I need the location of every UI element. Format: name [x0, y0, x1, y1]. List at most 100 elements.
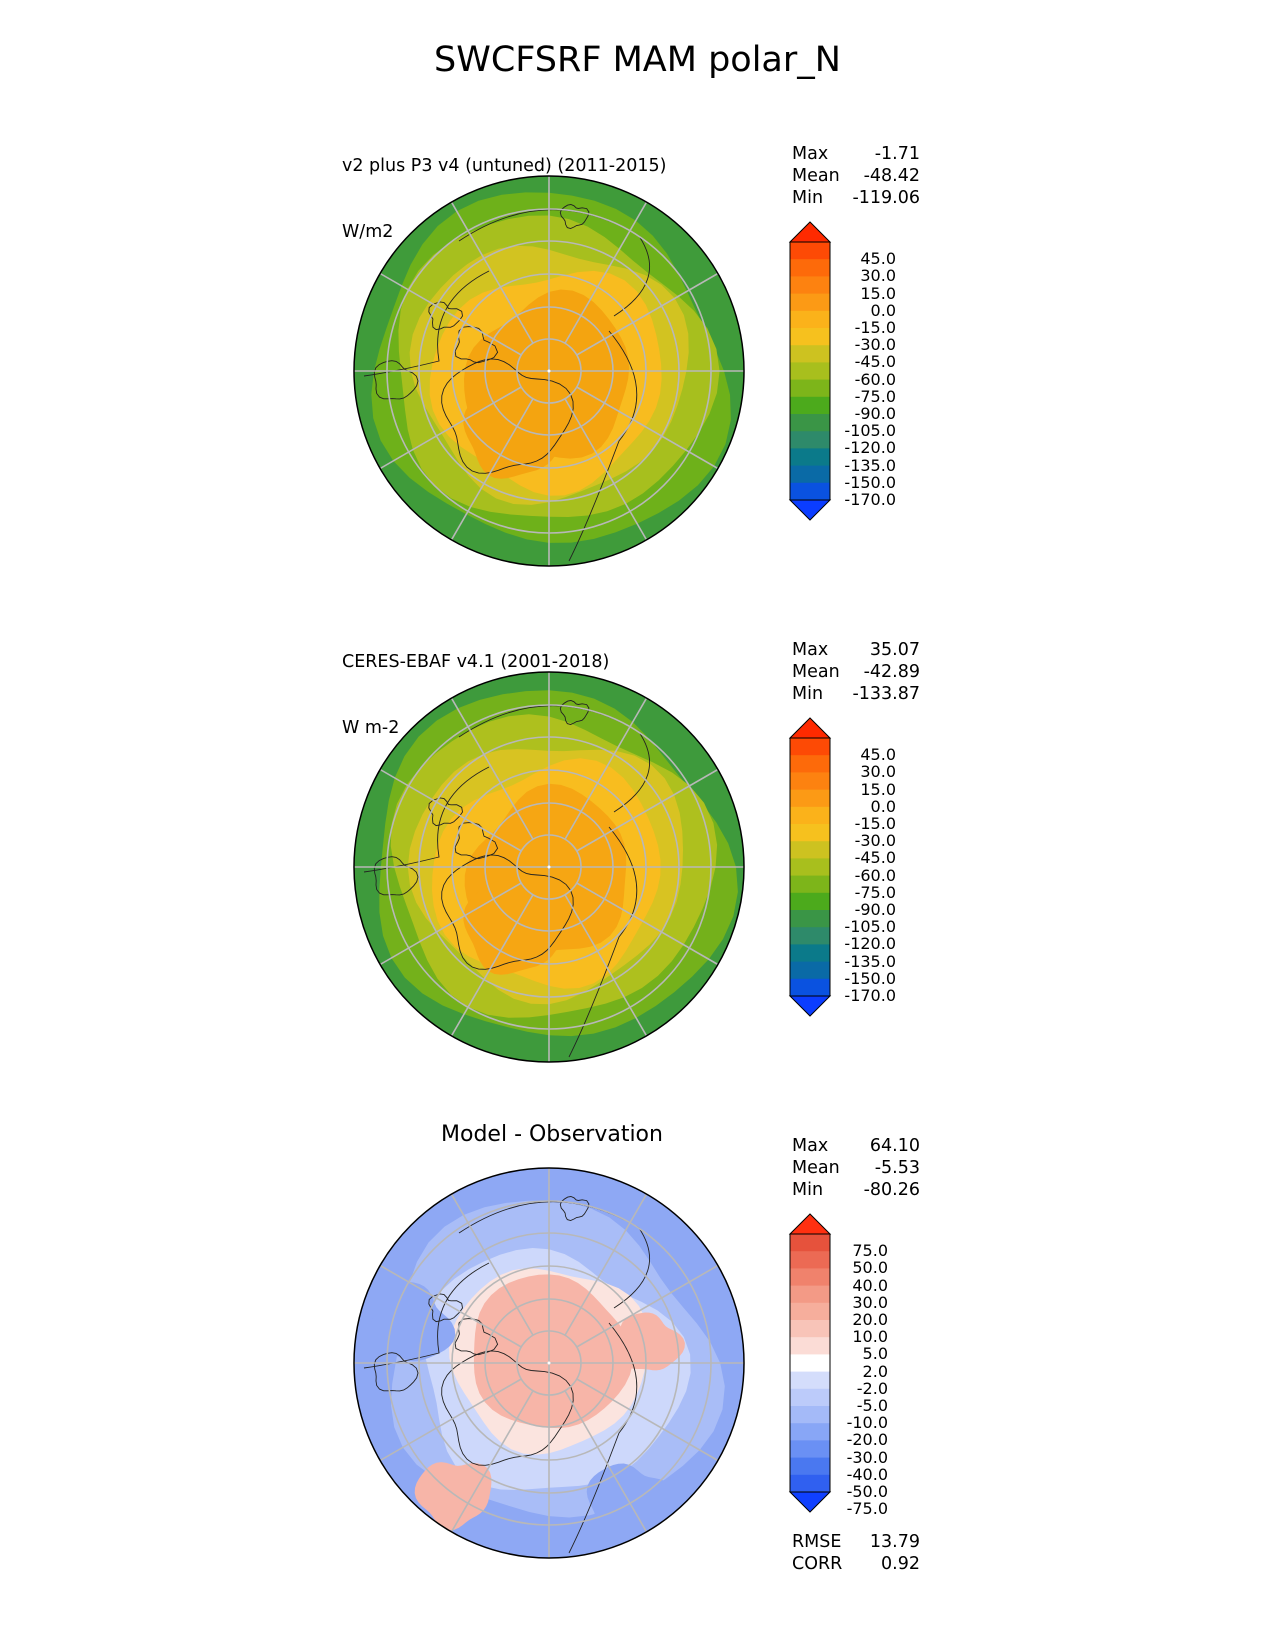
colorbar-extend-max	[788, 1213, 832, 1235]
colorbar-segment	[790, 259, 830, 277]
colorbar-tick-label: -40.0	[846, 1464, 888, 1484]
meridian-line	[448, 197, 534, 344]
map-field	[354, 672, 744, 1062]
meridian-line	[448, 894, 534, 1041]
meridian-line	[576, 270, 723, 356]
coastline-island	[559, 1196, 590, 1221]
colorbar-tick-label: 30.0	[860, 266, 896, 286]
colorbar-segment	[790, 944, 830, 963]
panel-2-title-line1: CERES-EBAF v4.1 (2001-2018)	[342, 652, 610, 672]
meridian-line	[564, 197, 650, 344]
panel-3-title: Model - Observation	[441, 1122, 663, 1147]
meridian-line	[564, 1189, 650, 1336]
colorbar-tick-label: -20.0	[846, 1430, 888, 1450]
colorbar-extend-min	[788, 1491, 832, 1513]
colorbar-segment	[790, 1440, 830, 1459]
colorbar-tick-label: 0.0	[870, 300, 896, 320]
colorbar-segment	[790, 1285, 830, 1304]
colorbar-tick-label: -50.0	[846, 1482, 888, 1501]
panel-3-polar-map	[353, 1167, 745, 1559]
colorbar-tick-label: 0.0	[870, 796, 896, 816]
stat-min-label: Min	[792, 1180, 824, 1200]
stat-mean-label: Mean	[792, 166, 840, 186]
coastline-europe	[568, 330, 638, 562]
coastline-greenland	[441, 854, 574, 970]
stat-max-value: -1.71	[874, 144, 920, 164]
colorbar-tick-label: -15.0	[854, 318, 896, 337]
colorbar-tick-label: 5.0	[862, 1344, 888, 1364]
meridian-line	[375, 882, 522, 968]
stat-mean-value: -42.89	[863, 662, 920, 682]
colorbar-segment	[790, 465, 830, 484]
colorbar-segment	[790, 892, 830, 911]
meridian-line	[448, 693, 534, 840]
colorbar-segment	[790, 1251, 830, 1269]
map-boundary	[353, 1167, 745, 1559]
colorbar-tick-label: -90.0	[854, 900, 896, 919]
colorbar-tick-label: -75.0	[854, 882, 896, 902]
coastline-europe	[568, 826, 638, 1058]
map-field	[354, 1168, 744, 1558]
meridian-line	[375, 1262, 522, 1348]
colorbar-tick-label: 75.0	[852, 1241, 888, 1261]
colorbar-segment	[790, 362, 830, 381]
panel-1-polar-map	[353, 175, 745, 567]
figure-title: SWCFSRF MAM polar_N	[434, 40, 841, 80]
colorbar-segment	[790, 824, 830, 842]
stat-min-label: Min	[792, 684, 824, 704]
meridian-line	[375, 1378, 522, 1464]
panel-3-stats: Max 64.10 Mean -5.53 Min -80.26	[792, 1135, 920, 1201]
colorbar-extend-min	[788, 995, 832, 1017]
panel-2-stats: Max 35.07 Mean -42.89 Min -133.87	[792, 639, 920, 705]
colorbar-segment	[790, 293, 830, 312]
colorbar-segment	[790, 345, 830, 363]
map-field	[354, 176, 744, 566]
colorbar-frame	[789, 737, 831, 997]
stat-max-label: Max	[792, 640, 829, 660]
coastline-canada	[363, 1262, 490, 1369]
colorbar-tick-label: -60.0	[854, 865, 896, 885]
meridian-line	[564, 894, 650, 1041]
coastline-hudson	[373, 1352, 419, 1392]
stat-max-label: Max	[792, 144, 829, 164]
colorbar-tick-label: -105.0	[844, 917, 896, 937]
colorbar-tick-label: -45.0	[854, 848, 896, 868]
meridian-line	[576, 1262, 723, 1348]
colorbar-tick-label: -75.0	[854, 386, 896, 406]
panel-2-polar-map	[353, 671, 745, 1063]
colorbar-tick-label: -10.0	[846, 1413, 888, 1433]
colorbar-segment	[790, 738, 830, 756]
colorbar-tick-label: 40.0	[852, 1275, 888, 1295]
coastline-island	[559, 700, 590, 725]
colorbar-segment	[790, 875, 830, 894]
colorbar-tick-label: 15.0	[860, 779, 896, 799]
colorbar-tick-label: -45.0	[854, 352, 896, 372]
colorbar-segment	[790, 276, 830, 295]
colorbar-tick-label: 30.0	[860, 762, 896, 782]
panel-1-title: v2 plus P3 v4 (untuned) (2011-2015) W/m2	[342, 111, 666, 265]
colorbar-tick-label: -2.0	[856, 1378, 888, 1398]
coastline-greenland	[441, 1350, 574, 1466]
meridian-line	[375, 270, 522, 356]
colorbar-segment	[790, 1337, 830, 1355]
stat-mean-value: -5.53	[874, 1158, 920, 1178]
panel-3-colorbar	[788, 1213, 832, 1513]
colorbar-tick-label: -105.0	[844, 421, 896, 441]
colorbar-segment	[790, 310, 830, 329]
colorbar-tick-label: 50.0	[852, 1258, 888, 1278]
panel-2-colorbar	[788, 717, 832, 1017]
colorbar-segment	[790, 1302, 830, 1321]
coastline-europe	[568, 1322, 638, 1554]
stat-max-label: Max	[792, 1136, 829, 1156]
colorbar-segment	[790, 1457, 830, 1476]
colorbar-segment	[790, 1406, 830, 1424]
colorbar-segment	[790, 1320, 830, 1338]
stat-min-value: -80.26	[863, 1180, 920, 1200]
colorbar-segment	[790, 841, 830, 859]
colorbar-tick-label: -170.0	[844, 986, 896, 1005]
coastline-canada	[363, 270, 490, 377]
field-zone	[620, 1312, 685, 1371]
colorbar-segment	[790, 482, 830, 501]
colorbar-segment	[790, 789, 830, 808]
colorbar-segment	[790, 1371, 830, 1390]
